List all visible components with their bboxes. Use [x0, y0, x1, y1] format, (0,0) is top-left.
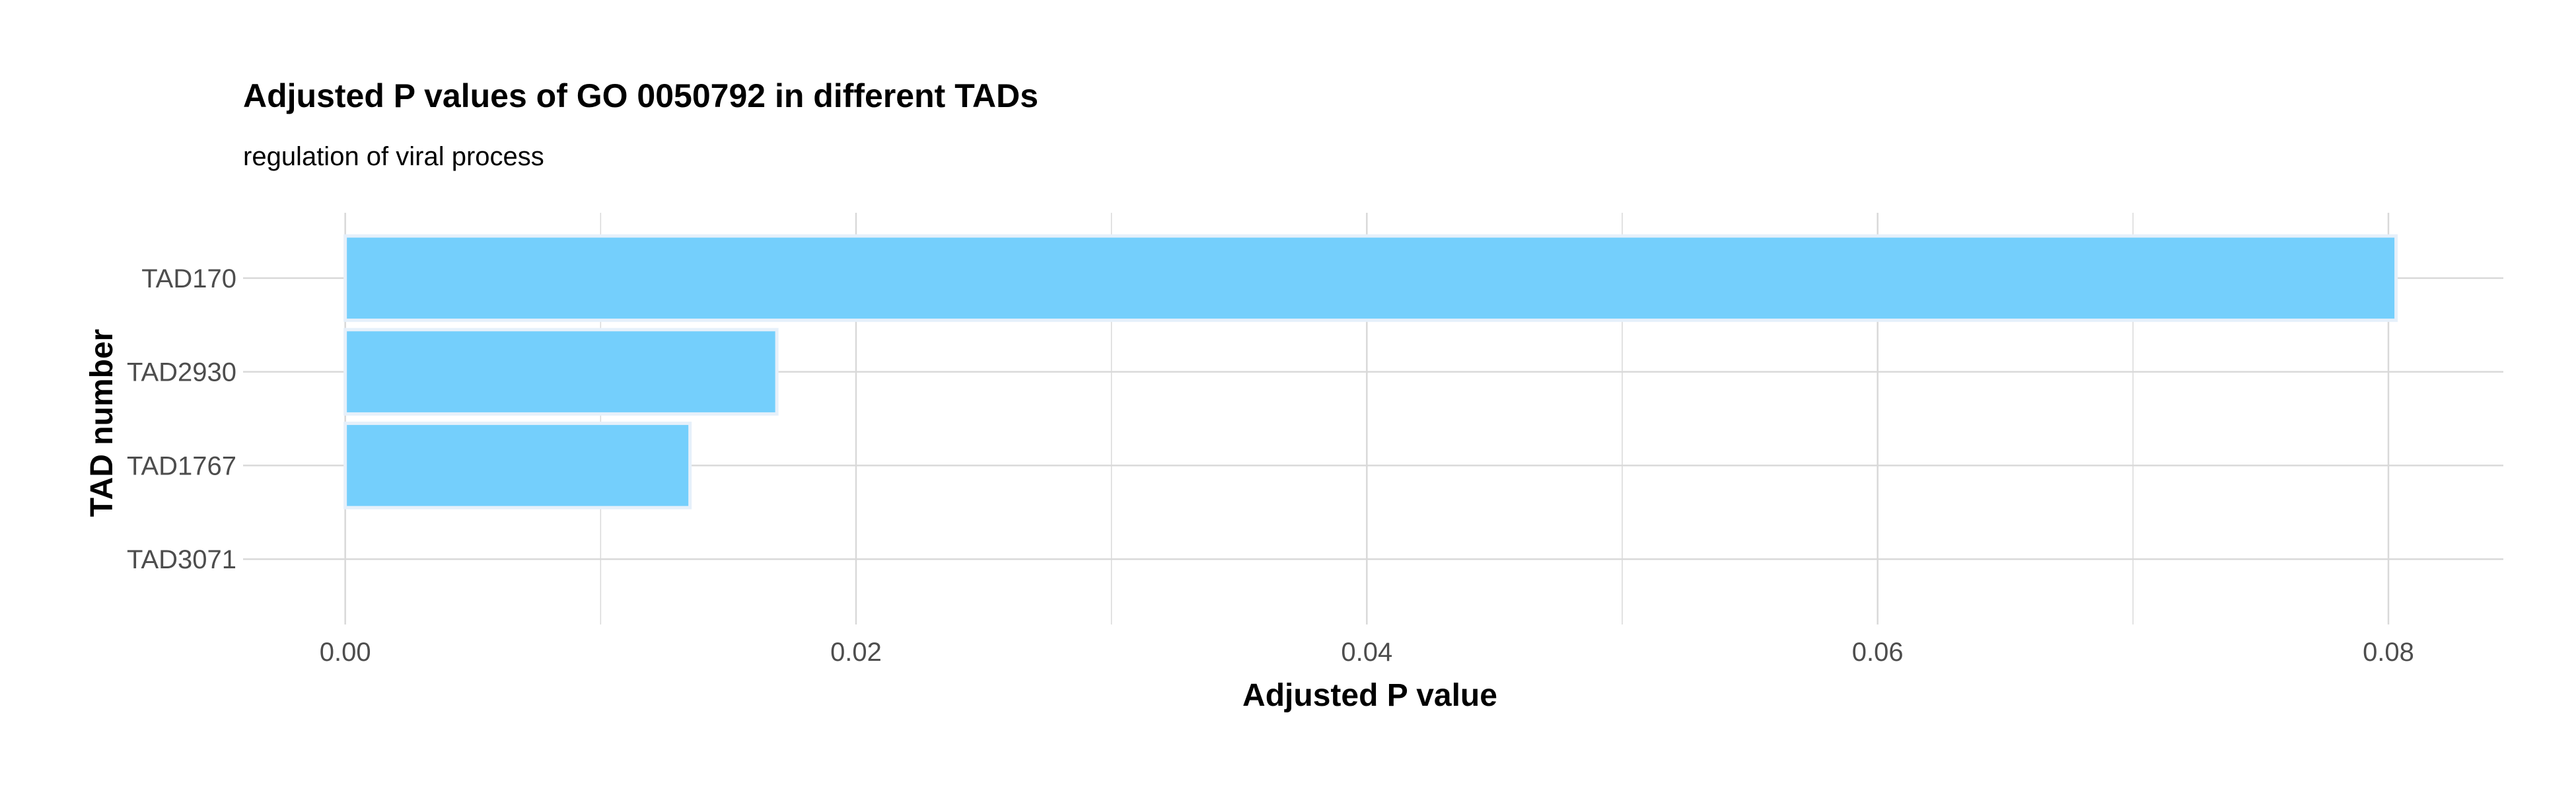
y-tick-label: TAD170 — [141, 264, 236, 293]
bar-tad1767 — [343, 422, 692, 510]
bar-tad2930 — [343, 328, 779, 416]
y-tick-label: TAD1767 — [127, 451, 236, 480]
x-tick-label: 0.02 — [830, 638, 882, 667]
chart-title: Adjusted P values of GO 0050792 in diffe… — [243, 77, 1038, 114]
bar-tad170 — [343, 234, 2398, 322]
y-tick-label: TAD3071 — [127, 545, 236, 574]
x-tick-label: 0.04 — [1341, 638, 1392, 667]
y-axis-title: TAD number — [85, 329, 120, 517]
x-tick-labels: 0.00 0.02 0.04 0.06 0.08 — [320, 638, 2414, 667]
chart-subtitle: regulation of viral process — [243, 142, 544, 171]
y-tick-label: TAD2930 — [127, 358, 236, 387]
x-tick-label: 0.08 — [2363, 638, 2414, 667]
bars — [343, 234, 2398, 510]
x-axis-title: Adjusted P value — [1242, 678, 1497, 713]
x-tick-label: 0.06 — [1852, 638, 1904, 667]
x-tick-label: 0.00 — [320, 638, 371, 667]
y-tick-labels: TAD170 TAD2930 TAD1767 TAD3071 — [127, 264, 236, 574]
